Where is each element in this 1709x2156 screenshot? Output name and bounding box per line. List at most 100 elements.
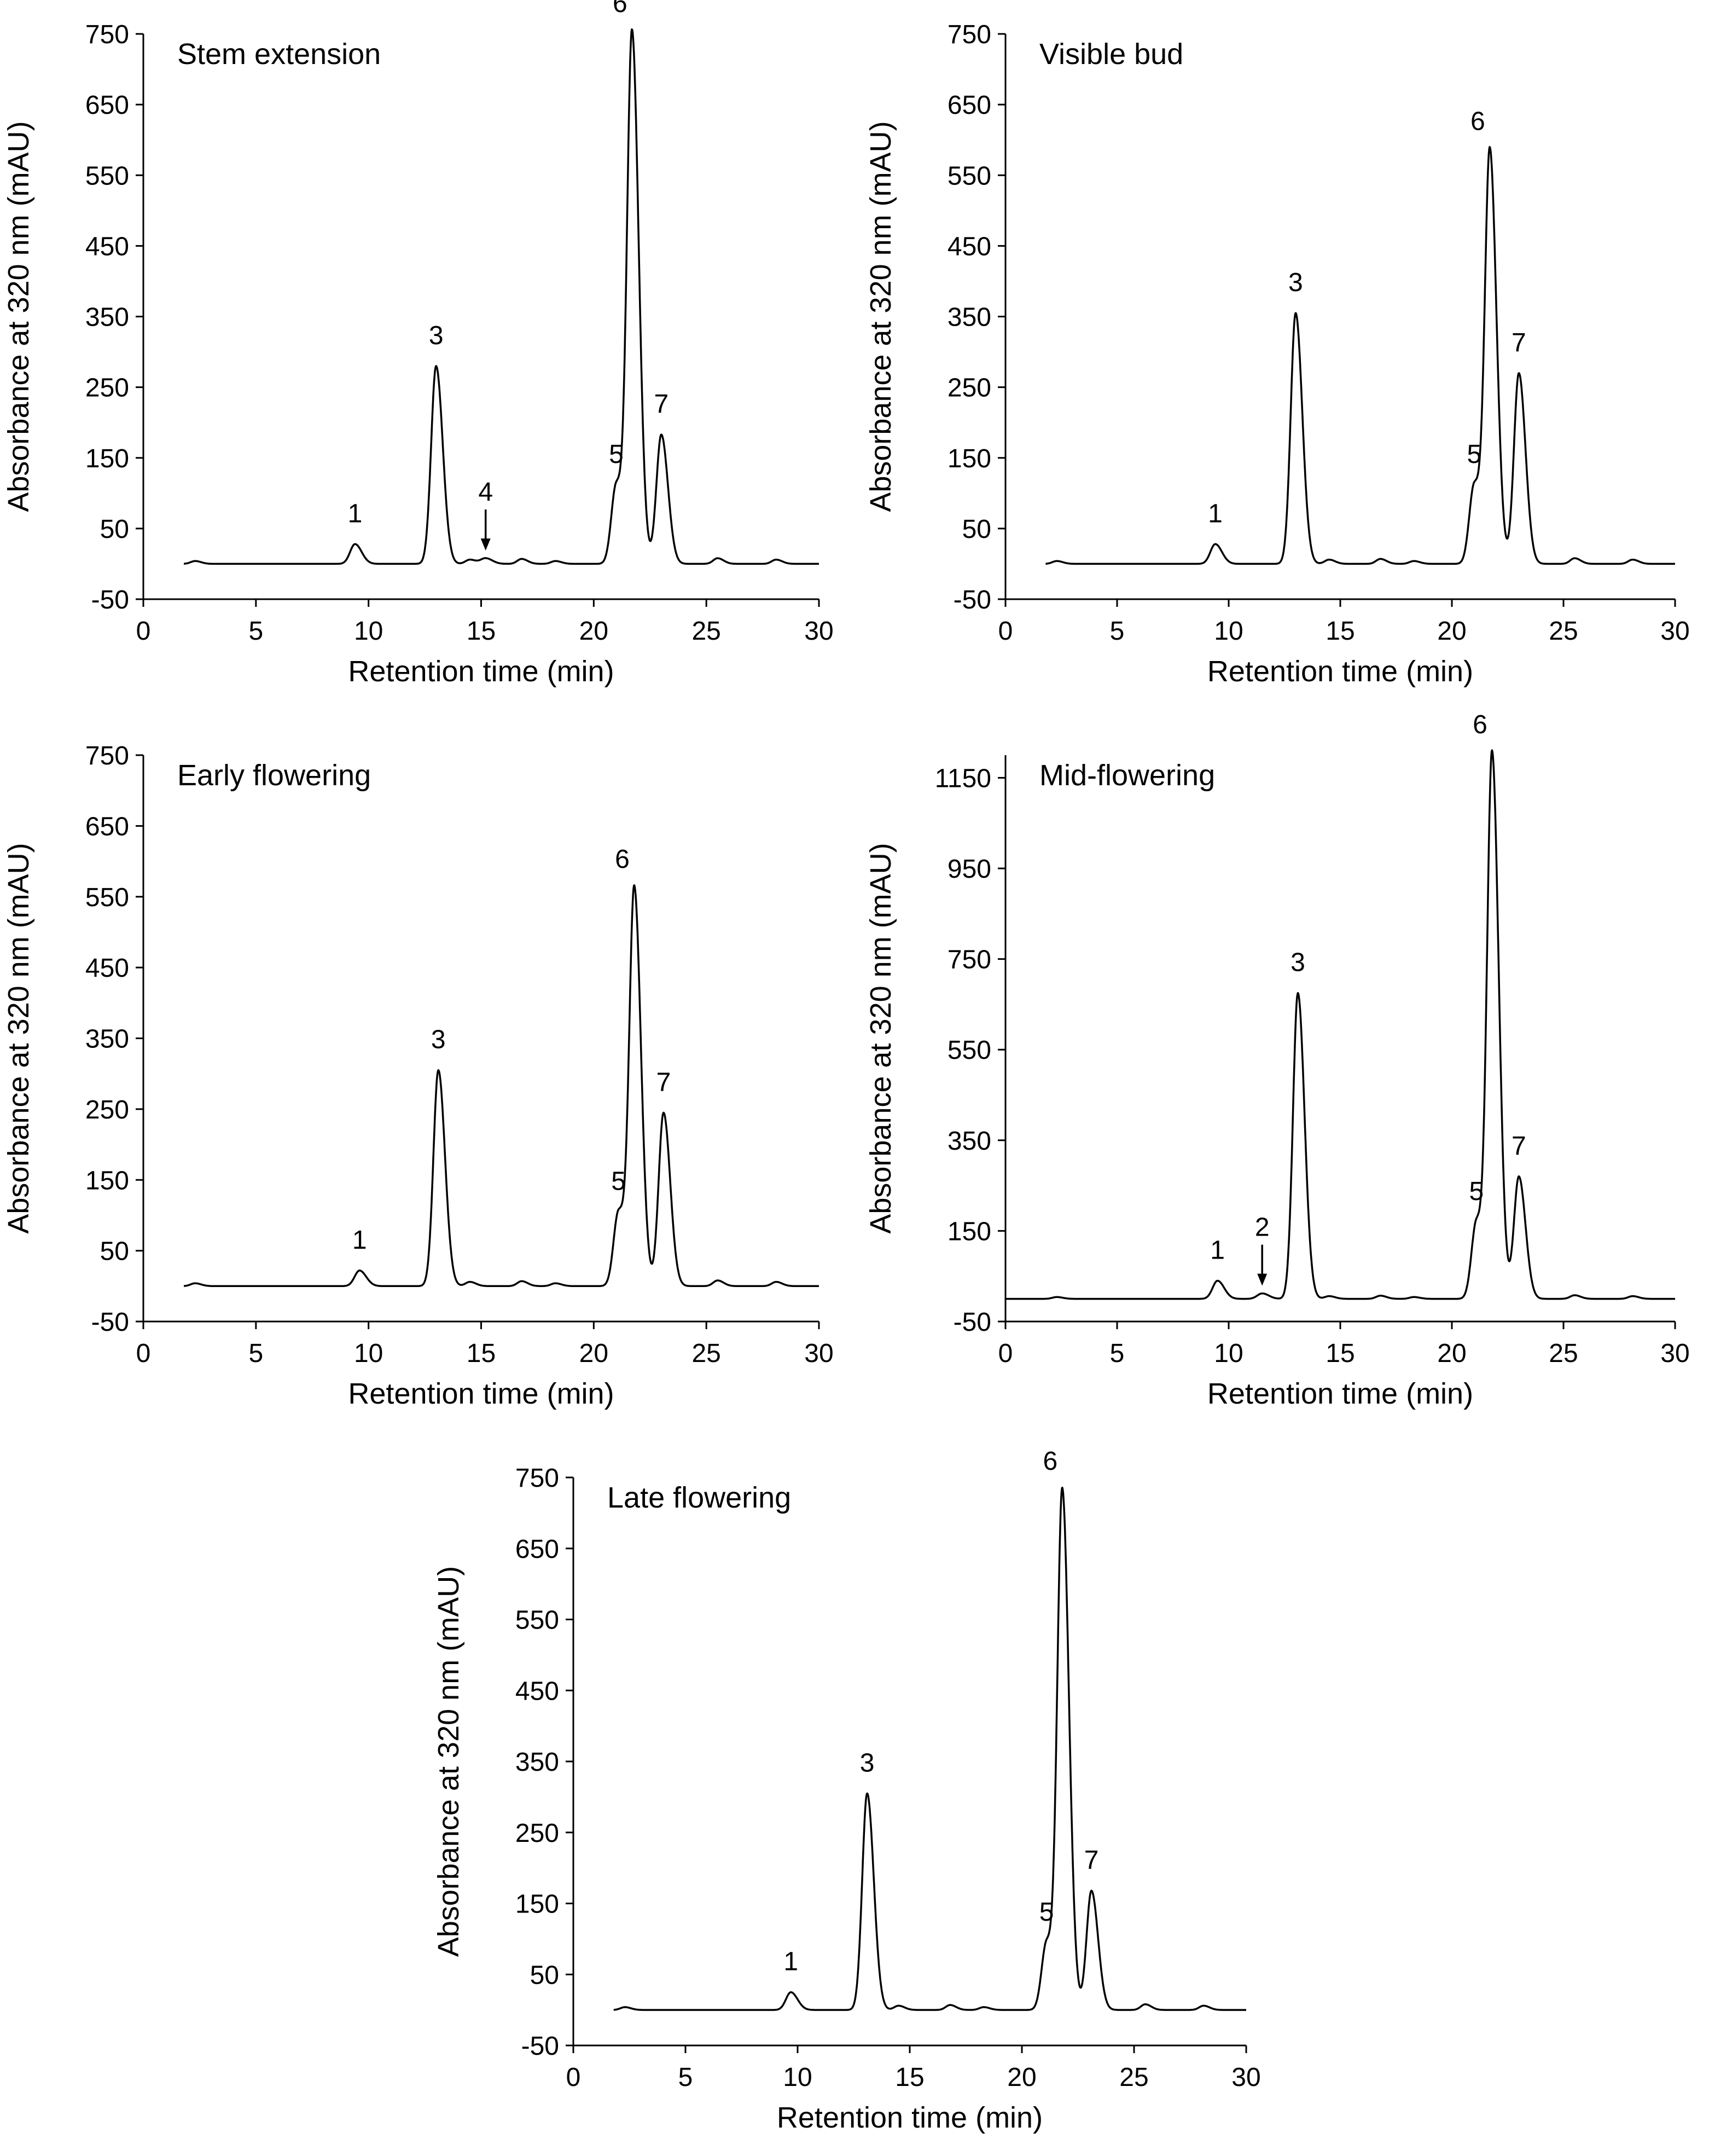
x-tick-label: 10 <box>354 1339 383 1368</box>
y-tick-label: 50 <box>100 515 129 544</box>
y-tick-label: 450 <box>85 954 129 983</box>
panel-title: Stem extension <box>177 38 381 71</box>
peak-arrow-head <box>480 538 491 551</box>
x-tick-label: 5 <box>678 2063 693 2092</box>
x-tick-label: 0 <box>998 617 1013 646</box>
peak-label: 6 <box>613 0 627 18</box>
y-tick-label: 650 <box>85 812 129 841</box>
chromatogram-trace <box>183 884 819 1288</box>
y-tick-label: 250 <box>85 374 129 403</box>
x-tick-label: 15 <box>467 1339 496 1368</box>
x-tick-label: 15 <box>1326 617 1355 646</box>
y-tick-label: 150 <box>947 444 991 473</box>
peak-label: 7 <box>656 1068 671 1097</box>
x-tick-label: 15 <box>895 2063 924 2092</box>
y-tick-label: 650 <box>85 91 129 120</box>
y-tick-label: -50 <box>521 2032 559 2061</box>
x-tick-label: 20 <box>1007 2063 1036 2092</box>
peak-label: 6 <box>1470 107 1485 136</box>
x-tick-label: 25 <box>1119 2063 1148 2092</box>
x-tick-label: 25 <box>691 1339 720 1368</box>
x-tick-label: 10 <box>354 617 383 646</box>
panel-title: Visible bud <box>1039 38 1183 71</box>
chromatogram-trace <box>1045 146 1676 565</box>
x-tick-label: 15 <box>467 617 496 646</box>
y-tick-label: 350 <box>947 303 991 332</box>
x-tick-label: 10 <box>1214 1339 1243 1368</box>
y-tick-label: 350 <box>947 1127 991 1156</box>
y-tick-label: 550 <box>85 883 129 912</box>
x-axis-title: Retention time (min) <box>1207 655 1473 688</box>
x-tick-label: 0 <box>136 1339 151 1368</box>
peak-label: 7 <box>1084 1846 1099 1875</box>
x-tick-label: 30 <box>1660 617 1689 646</box>
x-axis-title: Retention time (min) <box>348 655 614 688</box>
peak-label: 1 <box>352 1226 367 1255</box>
y-axis-title: Absorbance at 320 nm (mAU) <box>864 121 897 512</box>
peak-label: 5 <box>609 440 624 469</box>
y-axis-title: Absorbance at 320 nm (mAU) <box>2 843 35 1233</box>
peak-label: 3 <box>431 1025 446 1054</box>
peak-label: 1 <box>348 499 363 528</box>
peak-label: 4 <box>478 478 493 507</box>
y-tick-label: 150 <box>515 1890 559 1919</box>
peak-label: 1 <box>1210 1236 1225 1265</box>
y-tick-label: 450 <box>515 1677 559 1706</box>
y-tick-label: 150 <box>947 1217 991 1246</box>
x-tick-label: 5 <box>1110 617 1125 646</box>
y-tick-label: 50 <box>962 515 991 544</box>
y-tick-label: -50 <box>91 1308 129 1337</box>
y-tick-label: 450 <box>85 232 129 261</box>
peak-label: 5 <box>1467 440 1481 469</box>
y-tick-label: 750 <box>947 20 991 49</box>
x-tick-label: 10 <box>783 2063 812 2092</box>
x-tick-label: 0 <box>998 1339 1013 1368</box>
y-tick-label: 50 <box>100 1237 129 1266</box>
x-tick-label: 5 <box>248 1339 263 1368</box>
x-tick-label: 15 <box>1326 1339 1355 1368</box>
x-tick-label: 20 <box>579 1339 608 1368</box>
peak-label: 2 <box>1255 1213 1270 1242</box>
y-tick-label: 350 <box>85 1025 129 1054</box>
y-tick-label: 1150 <box>935 764 991 793</box>
peak-label: 1 <box>1208 499 1223 528</box>
y-tick-label: -50 <box>954 1308 991 1337</box>
peak-label: 1 <box>783 1948 798 1977</box>
x-tick-label: 30 <box>1231 2063 1260 2092</box>
y-axis-title: Absorbance at 320 nm (mAU) <box>432 1566 465 1957</box>
y-tick-label: 650 <box>947 91 991 120</box>
peak-label: 6 <box>1473 710 1487 739</box>
peak-label: 3 <box>429 321 444 350</box>
y-tick-label: 250 <box>947 374 991 403</box>
y-tick-label: 350 <box>515 1748 559 1777</box>
x-tick-label: 30 <box>1660 1339 1689 1368</box>
y-tick-label: 550 <box>515 1606 559 1635</box>
peak-label: 7 <box>1512 1132 1526 1161</box>
chromatogram-trace <box>613 1486 1247 2011</box>
x-tick-label: 0 <box>136 617 151 646</box>
y-tick-label: 150 <box>85 444 129 473</box>
y-tick-label: 250 <box>515 1819 559 1848</box>
y-tick-label: -50 <box>954 586 991 615</box>
y-axis-title: Absorbance at 320 nm (mAU) <box>2 121 35 512</box>
y-tick-label: 550 <box>947 161 991 190</box>
x-tick-label: 25 <box>1549 1339 1578 1368</box>
x-axis-title: Retention time (min) <box>348 1377 614 1410</box>
x-tick-label: 20 <box>1437 1339 1466 1368</box>
x-tick-label: 25 <box>691 617 720 646</box>
peak-label: 6 <box>615 845 630 874</box>
peak-label: 7 <box>1512 328 1526 357</box>
y-tick-label: 250 <box>85 1096 129 1125</box>
y-tick-label: 150 <box>85 1166 129 1195</box>
peak-label: 3 <box>1288 268 1303 297</box>
y-tick-label: 750 <box>85 20 129 49</box>
peak-label: 3 <box>1291 948 1305 977</box>
chromatogram-trace <box>183 28 819 565</box>
x-tick-label: 20 <box>579 617 608 646</box>
y-tick-label: 750 <box>85 741 129 770</box>
